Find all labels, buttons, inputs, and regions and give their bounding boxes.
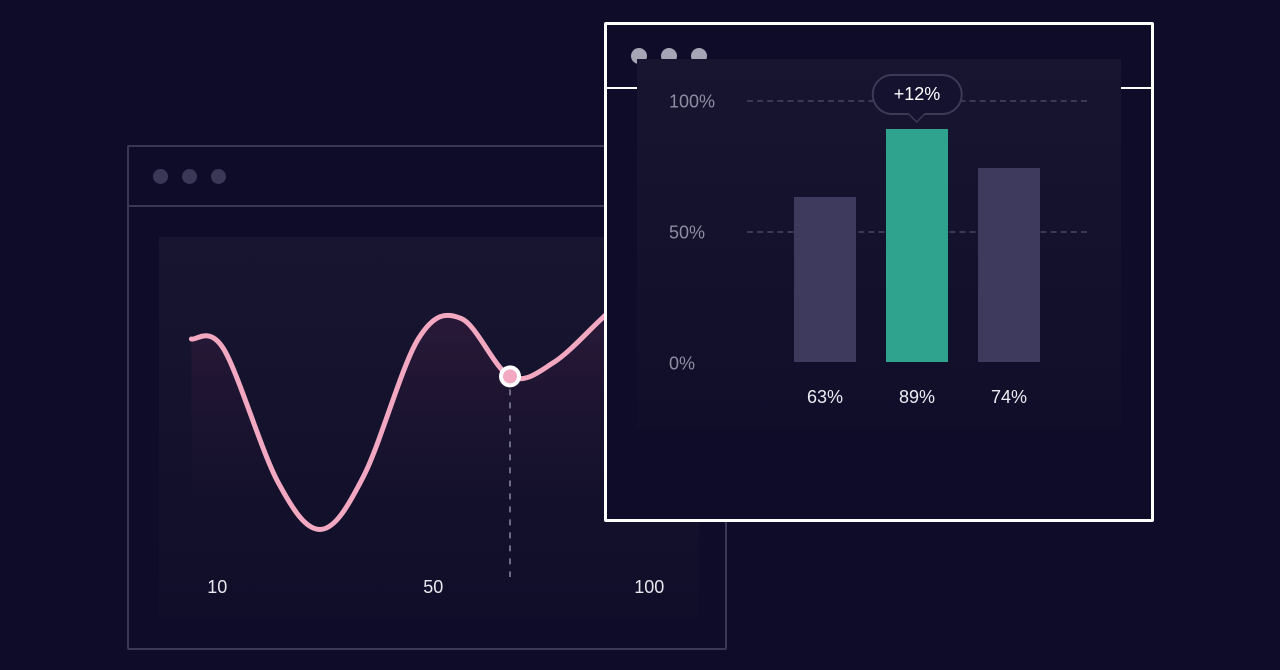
bar-0[interactable] [794, 197, 856, 362]
bar-labels: 63% 89% 74% [747, 387, 1087, 408]
bar-label: 74% [978, 387, 1040, 408]
bar-2[interactable] [978, 168, 1040, 362]
bar-label: 63% [794, 387, 856, 408]
bar-chart: 100% 50% 0% +12% 63% 89% 74% [637, 59, 1121, 429]
bar-tooltip: +12% [872, 74, 963, 115]
window-bar-chart: 100% 50% 0% +12% 63% 89% 74% [604, 22, 1154, 522]
x-tick-label: 100 [634, 577, 664, 598]
line-chart-marker[interactable] [501, 367, 519, 385]
y-tick-label: 50% [669, 222, 705, 243]
window-control-dot[interactable] [211, 169, 226, 184]
tooltip-text: +12% [894, 84, 941, 104]
bar-plot: 100% 50% 0% +12% [747, 59, 1087, 362]
bar-1[interactable] [886, 129, 948, 362]
gridline-0: 0% [747, 362, 1087, 364]
window-control-dot[interactable] [153, 169, 168, 184]
y-tick-label: 100% [669, 91, 715, 112]
x-axis-labels: 10 50 100 [159, 577, 699, 605]
window-control-dot[interactable] [182, 169, 197, 184]
x-tick-label: 10 [207, 577, 227, 598]
x-tick-label: 50 [423, 577, 443, 598]
bar-label: 89% [886, 387, 948, 408]
y-tick-label: 0% [669, 354, 695, 375]
